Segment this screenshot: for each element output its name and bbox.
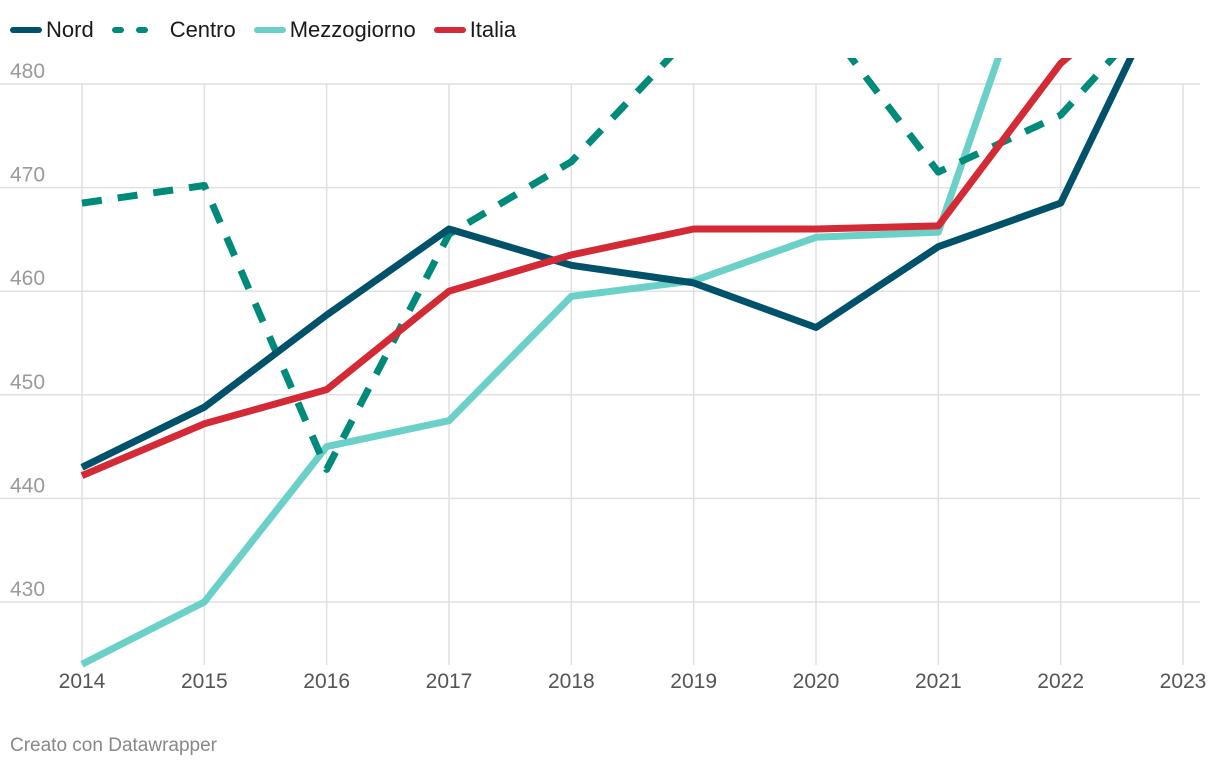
- x-tick-label: 2023: [1160, 670, 1207, 693]
- legend-item-centro: Centro: [111, 17, 236, 43]
- series-line-centro: [81, 58, 1118, 473]
- legend-item-mezzogiorno: Mezzogiorno: [253, 17, 416, 43]
- legend-swatch-nord: [10, 27, 42, 33]
- legend-label-italia: Italia: [469, 17, 517, 42]
- series-line-italia: [80, 58, 1073, 479]
- legend-item-nord: Nord: [10, 17, 94, 43]
- legend-label-nord: Nord: [46, 17, 94, 42]
- x-tick-label: 2020: [793, 670, 840, 693]
- y-tick-label: 470: [10, 164, 45, 187]
- legend-item-italia: Italia: [433, 17, 517, 43]
- x-tick-label: 2018: [548, 670, 595, 693]
- y-tick-label: 450: [10, 371, 45, 394]
- legend-swatch-centro: [111, 27, 148, 33]
- x-axis: 2014 2015 2016 2017 2018 2019 2020 2021 2022 2023: [59, 670, 1207, 693]
- series-lines: [80, 58, 1135, 668]
- y-tick-label: 430: [10, 578, 45, 601]
- legend-swatch-mezzogiorno: [253, 27, 286, 33]
- y-tick-label: 460: [10, 267, 45, 290]
- legend-label-mezzogiorno: Mezzogiorno: [289, 17, 416, 42]
- x-tick-label: 2016: [303, 670, 350, 693]
- grid: [0, 83, 1200, 665]
- x-tick-label: 2019: [670, 670, 717, 693]
- x-tick-label: 2014: [59, 670, 106, 693]
- x-tick-label: 2021: [915, 670, 962, 693]
- x-tick-label: 2017: [426, 670, 473, 693]
- legend-label-centro: Centro: [169, 17, 236, 42]
- series-line-mezzogiorno: [80, 58, 1002, 668]
- y-tick-label: 440: [10, 474, 45, 497]
- legend: Nord Centro Mezzogiorno Italia: [10, 14, 534, 46]
- series-line-nord: [80, 58, 1135, 471]
- legend-swatch-italia: [433, 27, 466, 33]
- y-tick-label: 480: [10, 60, 45, 83]
- footer-credit: Creato con Datawrapper: [10, 735, 217, 756]
- x-tick-label: 2022: [1037, 670, 1084, 693]
- y-axis: 430 440 450 460 470 480: [10, 60, 45, 601]
- x-tick-label: 2015: [181, 670, 228, 693]
